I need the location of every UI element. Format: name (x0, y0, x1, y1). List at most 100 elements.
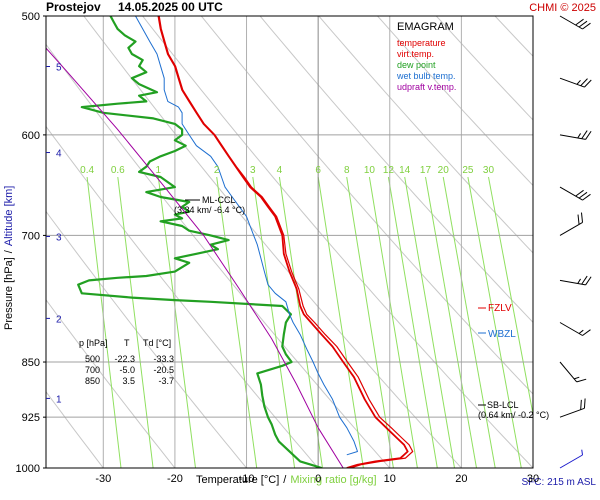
mixing-ratio-line (117, 176, 154, 468)
mixing-ratio-label: 4 (277, 165, 283, 176)
pressure-tick-label: 925 (22, 412, 40, 424)
barb-flag (581, 275, 588, 285)
mixing-ratio-label: 0.4 (80, 165, 94, 176)
pressure-tick-label: 1000 (16, 463, 40, 475)
mixing-ratio-line (442, 176, 496, 468)
wind-barb (559, 212, 584, 236)
temp-tick-label: -30 (95, 473, 111, 485)
mixing-ratio-label: 1 (155, 165, 161, 176)
mixing-ratio-label: 6 (315, 165, 321, 176)
fzlv-label: FZLV (488, 303, 512, 314)
barb-flag (582, 22, 591, 30)
barb-flag (581, 130, 588, 139)
sb-lcl-value: (0.64 km/ -0.2 °C) (478, 410, 549, 420)
barb-flag (577, 214, 580, 225)
wind-barb (559, 322, 591, 336)
svg-text:Pressure [hPa]/Altitude [km]: Pressure [hPa] / Altitude [km] (3, 186, 15, 330)
wbzl-label: WBZL (488, 329, 516, 340)
legend-virt-temp: virt.temp. (397, 49, 434, 59)
series-layer (46, 16, 414, 468)
mixing-ratio-label: 10 (364, 165, 376, 176)
mixing-ratio-line (86, 176, 122, 468)
pressure-tick-label: 850 (22, 357, 40, 369)
table-header-td: Td [°C] (143, 338, 171, 348)
x-axis-label: Temperature [°C] / Mixing ratio [g/kg] (196, 474, 377, 486)
wind-barb (559, 186, 591, 201)
table-cell: -5.0 (119, 365, 135, 375)
barb-staff (559, 186, 583, 201)
dry-adiabat (142, 16, 533, 468)
dry-adiabat (46, 125, 319, 468)
series-line-virt-temp- (158, 16, 414, 468)
barb-flag (576, 378, 587, 383)
table-header-t: T (124, 338, 130, 348)
series-line-wet-bulb-temp- (135, 16, 358, 456)
barb-flag (580, 399, 582, 410)
mixing-ratio-label: 0.6 (111, 165, 125, 176)
fzlv-annotation: FZLV (478, 303, 512, 314)
pressure-tick-label: 500 (22, 11, 40, 23)
mixing-ratio-label: 12 (383, 165, 395, 176)
sb-lcl-annotation: SB-LCL (0.64 km/ -0.2 °C) (478, 400, 549, 420)
legend-title: EMAGRAM (397, 21, 454, 33)
mixing-ratio-label: 3 (250, 165, 256, 176)
barb-flag (580, 78, 588, 87)
wind-barb (559, 77, 592, 88)
barb-flag (575, 18, 584, 26)
wbzl-annotation: WBZL (478, 329, 516, 340)
barb-staff (559, 454, 583, 469)
temp-tick-label: 0 (315, 473, 321, 485)
pressure-tick-label: 600 (22, 130, 40, 142)
mixing-ratio-line (467, 176, 522, 468)
legend-wet-bulb: wet bulb temp. (396, 71, 456, 81)
temp-tick-label: -10 (239, 473, 255, 485)
mixing-ratio-line (368, 176, 418, 468)
sounding-table: p [hPa] T Td [°C] 500 -22.3 -33.3 700 -5… (79, 338, 174, 386)
temp-tick-label: 20 (455, 473, 467, 485)
series-line-dew-point (77, 16, 323, 468)
legend: EMAGRAM temperature virt.temp. dew point… (396, 21, 456, 92)
mixing-ratio-line (216, 176, 258, 468)
barb-flag (583, 398, 586, 409)
mixing-ratio-line (317, 176, 364, 468)
mixing-ratio-label: 2 (214, 165, 220, 176)
table-cell: 700 (85, 365, 100, 375)
barb-staff (559, 279, 586, 286)
barb-flag (575, 189, 584, 197)
table-cell: 3.5 (122, 376, 135, 386)
ml-ccl-annotation: ML-CCL (3.34 km/ -6.4 °C) (174, 195, 245, 215)
wind-barb (559, 130, 592, 140)
wind-barb (559, 449, 584, 469)
table-cell: 850 (85, 376, 100, 386)
dry-adiabat (46, 299, 176, 468)
barb-staff (559, 322, 583, 336)
plot-frame (45, 15, 534, 469)
barb-half-flag (573, 376, 580, 380)
pressure-tick-label: 700 (22, 230, 40, 242)
dry-adiabat (435, 16, 533, 121)
mixing-ratio-label: 8 (344, 165, 350, 176)
ml-ccl-value: (3.34 km/ -6.4 °C) (174, 205, 245, 215)
legend-dew-point: dew point (397, 60, 436, 70)
copyright: CHMI © 2025 (529, 2, 596, 14)
altitude-tick-label: 1 (56, 394, 62, 405)
table-cell: 500 (85, 354, 100, 364)
barb-flag (585, 276, 592, 286)
dry-adiabat (259, 16, 533, 324)
mixing-ratio-line (157, 176, 196, 468)
dry-adiabat (46, 43, 391, 468)
mixing-ratio-line (404, 176, 455, 468)
table-cell: -20.5 (153, 365, 174, 375)
mixing-ratio-line (387, 176, 438, 468)
dry-adiabat (46, 390, 104, 468)
mixing-ratio-line (346, 176, 394, 468)
series-line-temperature (157, 16, 409, 468)
barb-staff (559, 77, 585, 88)
mixing-ratio-label: 30 (483, 165, 495, 176)
mixing-ratio-label: 17 (420, 165, 432, 176)
wind-barb (559, 361, 587, 383)
legend-temperature: temperature (397, 38, 446, 48)
datetime-title: 14.05.2025 00 UTC (118, 0, 223, 14)
wind-barb (559, 275, 592, 286)
